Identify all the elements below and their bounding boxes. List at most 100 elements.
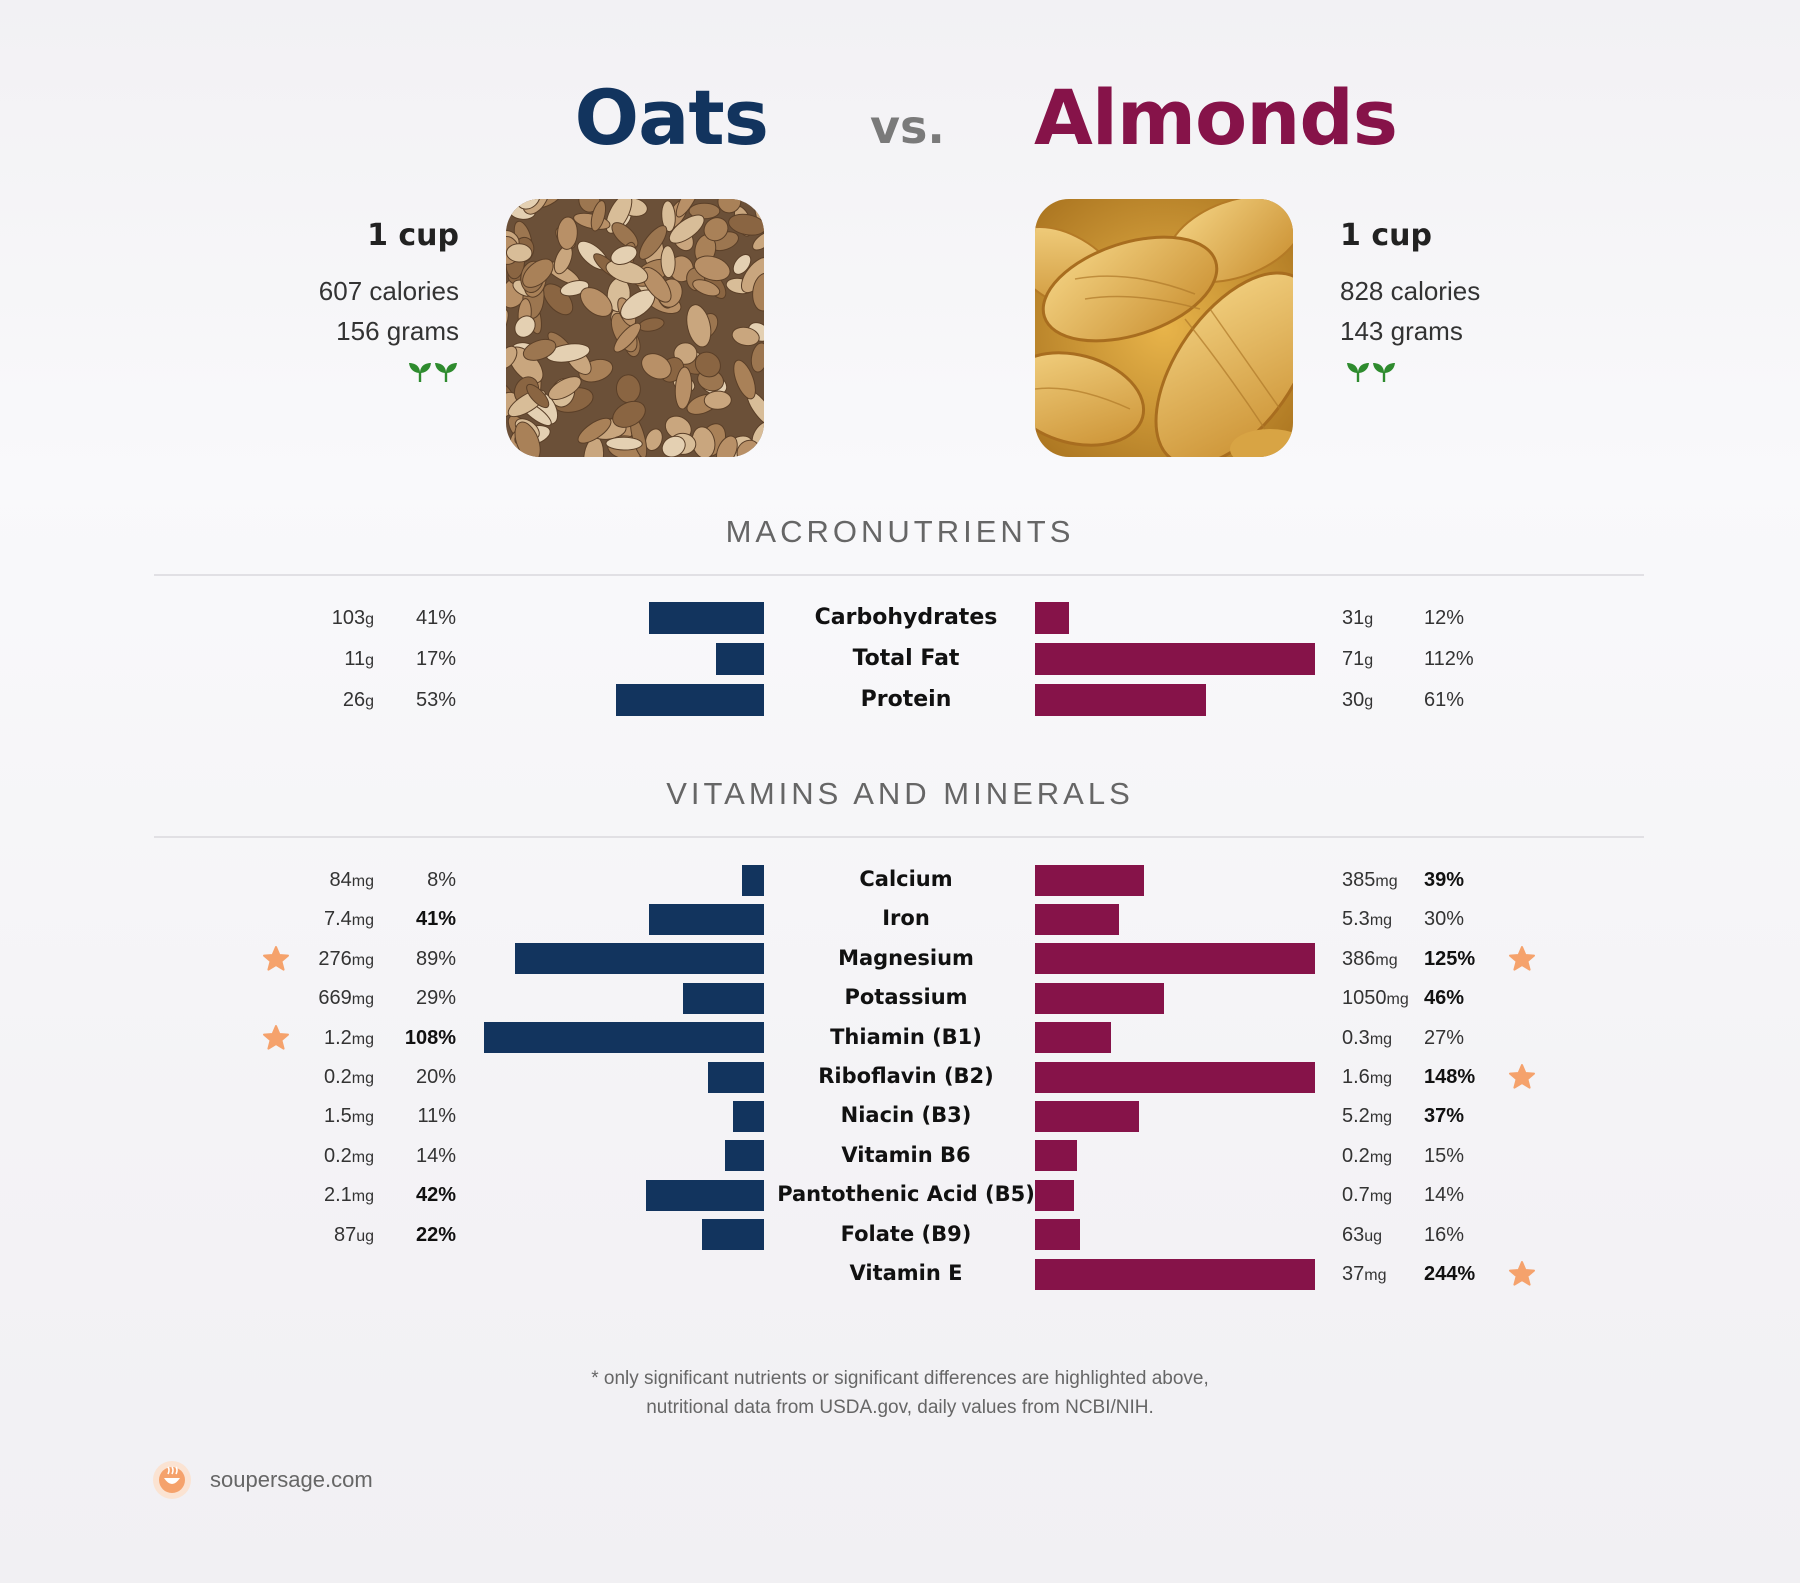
left-grams: 156 grams bbox=[336, 316, 459, 346]
vs-label: vs. bbox=[870, 100, 945, 154]
almonds-percent: 61% bbox=[1424, 689, 1465, 711]
oats-percent: 11% bbox=[417, 1105, 456, 1128]
nutrient-label: Folate (B9) bbox=[840, 1221, 972, 1246]
almonds-amount: 31g bbox=[1342, 607, 1374, 629]
almonds-percent: 30% bbox=[1424, 908, 1465, 931]
almonds-amount: 37mg bbox=[1342, 1263, 1387, 1285]
star-icon bbox=[262, 1024, 290, 1052]
almonds-bar bbox=[1035, 1219, 1080, 1251]
almonds-percent: 15% bbox=[1424, 1144, 1465, 1167]
star-icon bbox=[1508, 1063, 1536, 1091]
footnote-line-1: * only significant nutrients or signific… bbox=[591, 1368, 1209, 1389]
almonds-bar bbox=[1035, 1061, 1315, 1093]
star-icon bbox=[1508, 1260, 1536, 1288]
almonds-bar bbox=[1035, 982, 1164, 1014]
oats-percent: 17% bbox=[415, 648, 456, 670]
nutrient-label: Protein bbox=[860, 687, 952, 712]
leaf-icon bbox=[1373, 363, 1395, 382]
almonds-bar bbox=[1035, 684, 1206, 716]
almonds-amount: 386mg bbox=[1342, 947, 1398, 970]
nutrient-label: Thiamin (B1) bbox=[830, 1024, 982, 1049]
soupersage-logo-icon bbox=[152, 1460, 192, 1505]
oats-amount: 26g bbox=[342, 689, 374, 711]
oats-percent: 41% bbox=[415, 607, 456, 629]
almonds-percent: 16% bbox=[1424, 1223, 1465, 1246]
leaf-icon bbox=[1347, 363, 1369, 382]
oats-bar bbox=[682, 982, 764, 1014]
nutrient-label: Magnesium bbox=[838, 945, 974, 970]
leaf-icon bbox=[409, 363, 431, 382]
oats-percent: 20% bbox=[415, 1066, 456, 1088]
almonds-amount: 0.2mg bbox=[1342, 1144, 1393, 1167]
almonds-percent: 148% bbox=[1424, 1066, 1476, 1088]
oats-percent: 42% bbox=[415, 1184, 456, 1207]
oats-amount: 0.2mg bbox=[323, 1144, 374, 1167]
right-serving: 1 cup bbox=[1340, 218, 1432, 253]
left-plant-icons bbox=[408, 360, 460, 389]
right-plant-icons bbox=[1346, 360, 1398, 389]
almonds-bar bbox=[1035, 602, 1069, 634]
nutrient-label: Niacin (B3) bbox=[840, 1103, 972, 1128]
almonds-image bbox=[1035, 199, 1293, 457]
oats-bar bbox=[649, 602, 764, 634]
oats-bar bbox=[724, 1140, 764, 1172]
oats-amount: 276mg bbox=[318, 947, 374, 970]
almonds-bar bbox=[1035, 864, 1145, 896]
oats-bar bbox=[484, 1022, 764, 1054]
brand-link[interactable]: soupersage.com bbox=[210, 1467, 373, 1492]
oats-percent: 41% bbox=[415, 908, 456, 931]
almonds-amount: 5.2mg bbox=[1342, 1105, 1393, 1128]
oats-bar bbox=[646, 1179, 764, 1211]
nutrient-label: Total Fat bbox=[852, 646, 960, 671]
oats-amount: 1.5mg bbox=[323, 1105, 374, 1128]
vitamins-section-title: VITAMINS AND MINERALS bbox=[666, 776, 1134, 811]
oats-percent: 29% bbox=[415, 987, 456, 1010]
almonds-percent: 39% bbox=[1424, 869, 1465, 891]
almonds-amount: 5.3mg bbox=[1342, 908, 1393, 931]
almonds-percent: 14% bbox=[1424, 1184, 1465, 1207]
almonds-percent: 244% bbox=[1424, 1263, 1476, 1285]
almonds-amount: 1.6mg bbox=[1342, 1066, 1393, 1088]
right-calories: 828 calories bbox=[1340, 276, 1481, 306]
almonds-amount: 0.7mg bbox=[1342, 1184, 1393, 1207]
nutrient-label: Pantothenic Acid (B5) bbox=[777, 1182, 1035, 1207]
oats-percent: 108% bbox=[404, 1026, 456, 1049]
nutrient-label: Vitamin B6 bbox=[841, 1142, 971, 1167]
oats-amount: 1.2mg bbox=[323, 1026, 374, 1049]
almonds-percent: 12% bbox=[1424, 607, 1465, 629]
almonds-bar bbox=[1035, 903, 1119, 935]
oats-bar bbox=[514, 943, 764, 975]
oats-amount: 11g bbox=[344, 648, 374, 670]
star-icon bbox=[1508, 945, 1536, 973]
left-serving: 1 cup bbox=[367, 218, 459, 253]
oats-amount: 669mg bbox=[318, 987, 374, 1010]
oats-bar bbox=[615, 684, 764, 716]
oats-amount: 87ug bbox=[333, 1223, 374, 1246]
macros-divider bbox=[154, 574, 1644, 576]
leaf-icon bbox=[435, 363, 457, 382]
left-food-title: Oats bbox=[574, 73, 769, 162]
almonds-bar bbox=[1035, 1022, 1111, 1054]
oats-percent: 22% bbox=[415, 1223, 456, 1246]
almonds-bar bbox=[1035, 643, 1315, 675]
almonds-amount: 71g bbox=[1342, 648, 1374, 670]
nutrient-label: Riboflavin (B2) bbox=[818, 1064, 994, 1088]
almonds-bar bbox=[1035, 943, 1315, 975]
oats-bar bbox=[733, 1100, 764, 1132]
oats-amount: 7.4mg bbox=[323, 908, 374, 931]
oats-bar bbox=[702, 1219, 764, 1251]
nutrient-label: Iron bbox=[882, 906, 930, 931]
footnote: * only significant nutrients or signific… bbox=[0, 1364, 1800, 1422]
almonds-percent: 125% bbox=[1424, 947, 1476, 970]
oats-image bbox=[506, 199, 764, 457]
oats-bar bbox=[708, 1061, 764, 1093]
almonds-bar bbox=[1035, 1100, 1139, 1132]
almonds-amount: 0.3mg bbox=[1342, 1026, 1393, 1049]
oats-percent: 53% bbox=[415, 689, 456, 711]
almonds-amount: 1050mg bbox=[1342, 987, 1409, 1010]
oats-amount: 2.1mg bbox=[323, 1184, 374, 1207]
oats-amount: 84mg bbox=[329, 869, 374, 891]
nutrient-label: Vitamin E bbox=[849, 1261, 963, 1285]
oats-percent: 14% bbox=[415, 1144, 456, 1167]
footnote-line-2: nutritional data from USDA.gov, daily va… bbox=[646, 1397, 1154, 1418]
